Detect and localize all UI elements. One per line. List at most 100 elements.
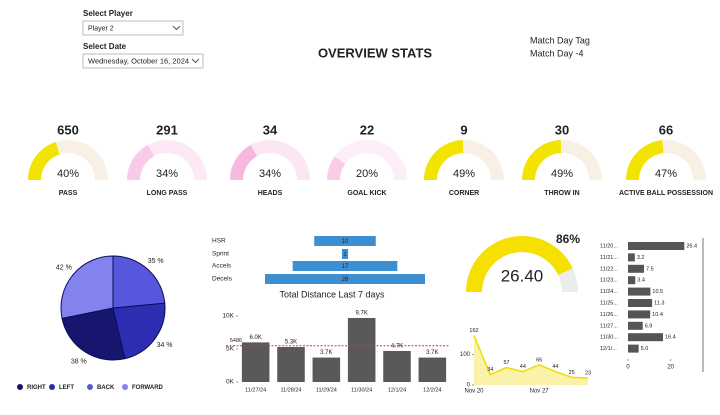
y-tick-label: 10K — [222, 313, 234, 320]
pie-slice — [112, 302, 166, 360]
x-tick-label: 11/29/24 — [316, 387, 337, 393]
bar-label: 26.4 — [686, 243, 697, 249]
funnel-label: Accels — [212, 263, 232, 270]
reference-label: 5486 — [230, 338, 242, 344]
funnel-label: Decels — [212, 276, 233, 283]
funnel-bar — [265, 274, 425, 284]
area-line — [473, 335, 589, 379]
pie-label: 42 % — [56, 265, 72, 272]
gauge-percent: 47% — [655, 168, 677, 180]
bar — [628, 253, 635, 262]
x-tick-label: 0 — [626, 365, 630, 371]
funnel-label: Sprint — [212, 251, 229, 258]
date-picker[interactable] — [82, 53, 204, 69]
date-value: Wednesday, October 16, 2024 — [88, 56, 189, 65]
bar — [347, 317, 376, 382]
bar — [628, 344, 639, 353]
y-tick-label: 11/25... — [600, 300, 618, 306]
chevron — [191, 58, 200, 64]
bar-label: 3.4 — [637, 278, 645, 284]
gauge-label: GOAL KICK — [347, 190, 386, 197]
gauge-total: 34 — [263, 122, 278, 137]
gauge-label: ACTIVE BALL POSSESSION — [619, 190, 713, 197]
bar-label: 3.7K — [426, 350, 438, 356]
y-tick-label: 11/24... — [600, 289, 618, 295]
legend-label: LEFT — [59, 385, 74, 391]
tag-label: Match Day Tag — [530, 35, 590, 45]
y-tick-label: 11/21... — [600, 255, 618, 261]
y-tick-label: 100 — [460, 352, 471, 358]
bar-label: 6.0K — [249, 335, 261, 341]
pie-label: 35 % — [148, 258, 164, 265]
funnel-value: 26 — [342, 277, 349, 283]
y-tick-label: 0K — [226, 379, 235, 386]
bar — [277, 347, 305, 382]
player-dropdown[interactable] — [82, 20, 184, 36]
x-tick-label: 12/2/24 — [423, 387, 441, 393]
bar-label: 10.4 — [652, 312, 663, 318]
x-tick-label: 12/1/24 — [388, 387, 406, 393]
gauge-total: 291 — [156, 122, 178, 137]
chevron — [172, 25, 181, 31]
chart-title: Total Distance Last 7 days — [279, 289, 385, 299]
point-label: 44 — [552, 364, 558, 370]
y-tick-label: 11/30... — [600, 335, 618, 341]
legend-swatch — [17, 384, 23, 390]
pie-label: 38 % — [71, 358, 87, 365]
bar-label: 7.5 — [646, 266, 654, 272]
gauge-percent: 34% — [259, 168, 281, 180]
point-label: 23 — [585, 370, 591, 376]
x-tick-label: 11/30/24 — [351, 387, 372, 393]
bar — [628, 242, 685, 250]
bar-label: 3.7K — [320, 350, 332, 356]
x-tick-label: 11/28/24 — [280, 387, 301, 393]
player-label: Select Player — [83, 9, 133, 18]
bar — [628, 333, 663, 342]
pie-slice — [60, 255, 114, 319]
point-label: 162 — [469, 328, 478, 334]
gauge-label: PASS — [59, 190, 78, 197]
gauge-percent: 49% — [453, 168, 475, 180]
gauge-fill — [327, 156, 346, 180]
gauge-fill — [28, 141, 60, 180]
legend-swatch — [87, 384, 93, 390]
bar — [418, 357, 447, 382]
gauge-total: 650 — [57, 122, 79, 137]
area-fill — [474, 335, 588, 385]
y-tick-label: 5K — [226, 346, 235, 353]
gauge-percent: 34% — [156, 168, 178, 180]
point-label: 44 — [520, 364, 526, 370]
y-tick-label: 12/1/... — [600, 346, 617, 352]
gauge-value: 26.40 — [501, 266, 544, 285]
y-tick-label: 0 — [467, 383, 471, 389]
bar-label: 10.5 — [652, 289, 663, 295]
gauge-fill — [230, 144, 257, 180]
y-tick-label: 11/26... — [600, 312, 618, 318]
gauge-percent: 86% — [556, 232, 580, 246]
gauge-percent: 20% — [356, 168, 378, 180]
bar-label: 6.9 — [645, 323, 653, 329]
gauge-fill — [424, 140, 464, 180]
funnel-label: HSR — [212, 238, 226, 245]
gauge-total: 30 — [555, 122, 569, 137]
gauge-label: HEADS — [258, 190, 283, 197]
y-tick-label: 11/20... — [600, 243, 618, 249]
bar — [241, 342, 270, 382]
pie-label: 34 % — [157, 342, 173, 349]
gauge-total: 66 — [659, 122, 673, 137]
bar-label: 9.7K — [355, 311, 367, 317]
gauge-fill — [626, 140, 664, 180]
bar-label: 3.2 — [637, 255, 645, 261]
bar-label: 4.7K — [391, 344, 403, 350]
point-label: 57 — [504, 360, 510, 366]
player-value: Player 2 — [88, 25, 114, 32]
gauge-fill — [522, 140, 562, 180]
gauge-fill — [127, 144, 154, 180]
legend-label: FORWARD — [132, 385, 164, 391]
point-label: 25 — [569, 370, 575, 376]
gauge-label: CORNER — [449, 190, 479, 197]
point-label: 66 — [536, 357, 542, 363]
pie-slice — [61, 307, 126, 361]
funnel-bar — [292, 261, 398, 271]
